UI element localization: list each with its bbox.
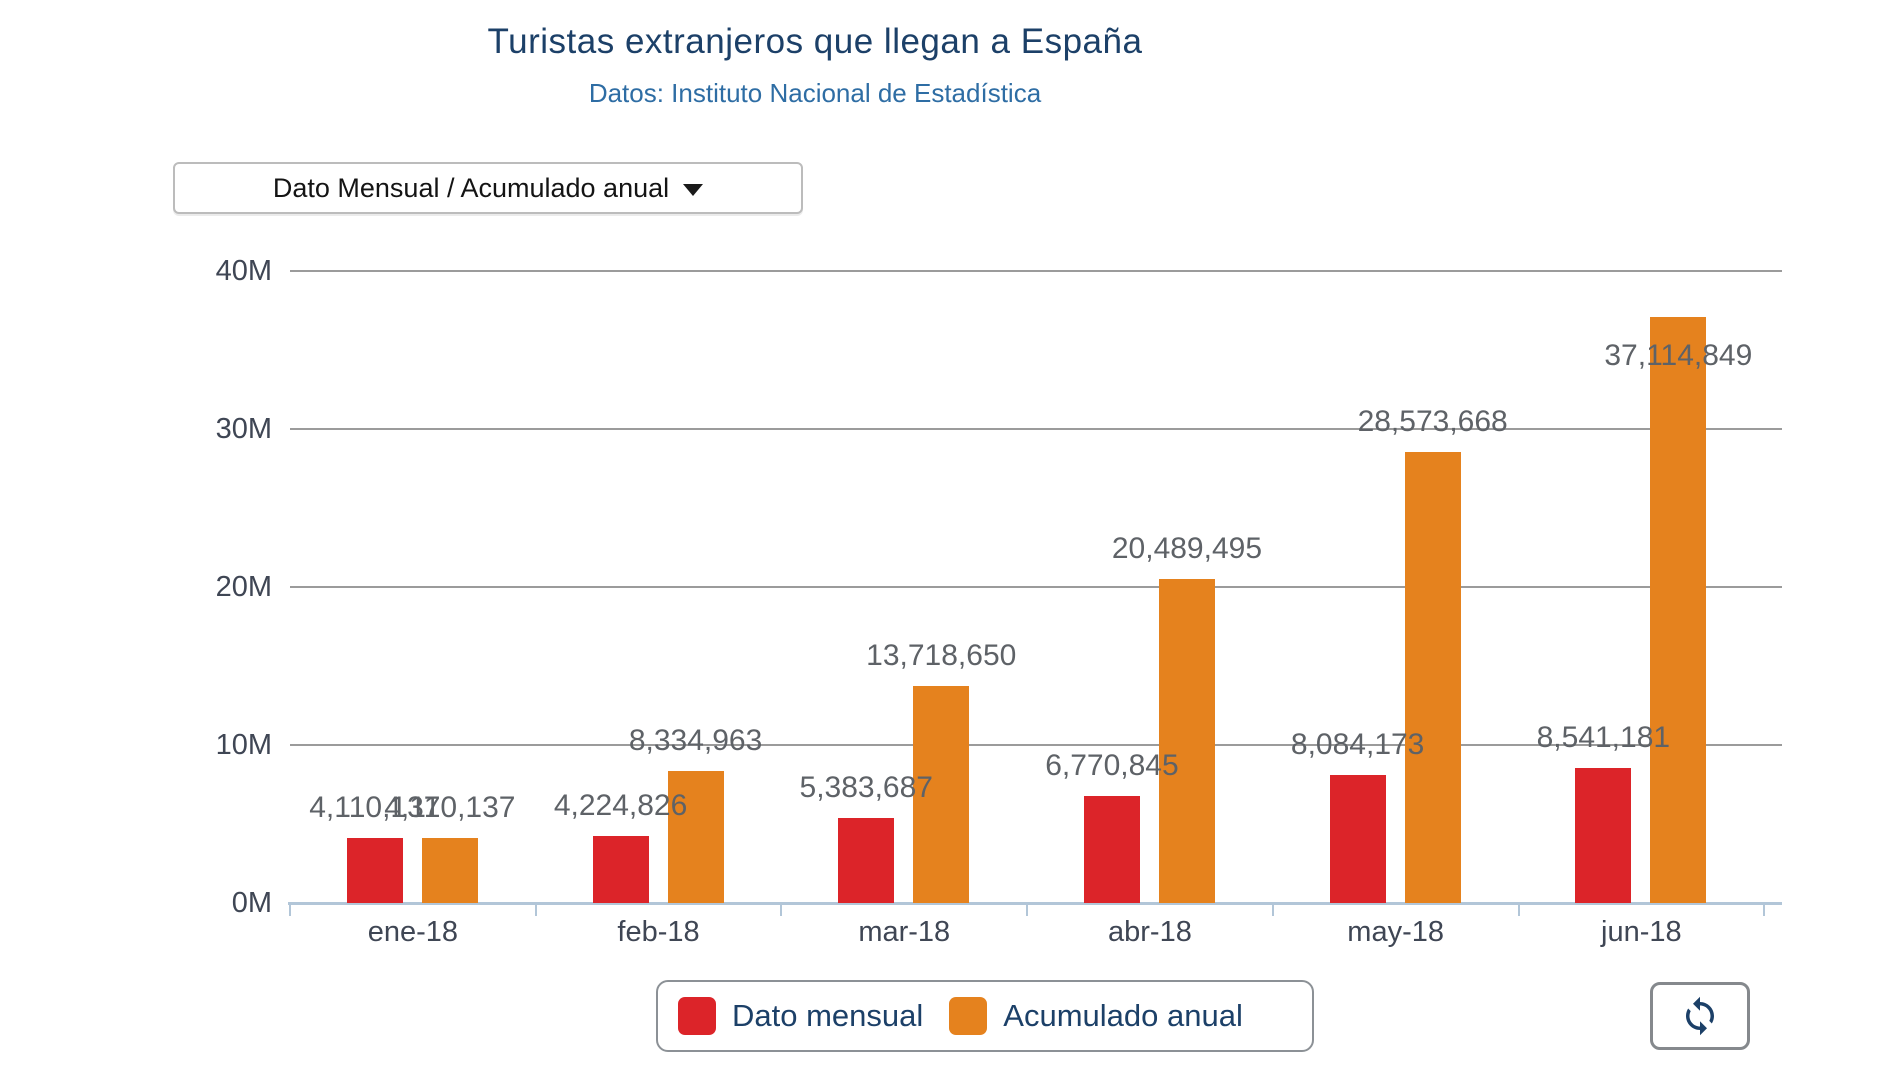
y-axis-label-40M: 40M (215, 255, 272, 287)
x-axis-label-mar-18: mar-18 (858, 916, 951, 948)
bar-mensual-jun-18[interactable] (1575, 768, 1632, 903)
legend-swatch-mensual (678, 997, 716, 1035)
bar-value-label-acumulado-ene-18: 4,110,137 (384, 791, 516, 825)
chart-subtitle: Datos: Instituto Nacional de Estadística (588, 78, 1042, 108)
x-axis-tick (1763, 903, 1766, 916)
bar-acumulado-feb-18[interactable] (667, 771, 724, 903)
y-axis-label-0M: 0M (231, 887, 272, 919)
chart-legend: Dato mensual Acumulado anual (656, 980, 1314, 1052)
bar-mensual-abr-18[interactable] (1083, 796, 1140, 903)
x-axis-tick (1517, 903, 1520, 916)
bar-value-label-acumulado-may-18: 28,573,668 (1357, 404, 1508, 438)
y-axis-label-10M: 10M (215, 729, 272, 761)
x-axis-tick (780, 903, 783, 916)
bar-value-label-mensual-may-18: 8,084,173 (1290, 728, 1425, 762)
bar-value-label-mensual-ene-18: 4,110,137 (309, 791, 441, 825)
refresh-button[interactable] (1650, 982, 1750, 1050)
legend-item-dato-mensual[interactable]: Dato mensual (678, 997, 923, 1035)
x-axis-label-feb-18: feb-18 (617, 916, 700, 948)
bar-value-label-mensual-mar-18: 5,383,687 (799, 770, 933, 804)
bar-mensual-feb-18[interactable] (592, 836, 649, 903)
legend-item-acumulado-anual[interactable]: Acumulado anual (949, 997, 1243, 1035)
bar-mensual-mar-18[interactable] (838, 817, 895, 903)
bar-acumulado-may-18[interactable] (1404, 451, 1461, 903)
bar-value-label-acumulado-feb-18: 8,334,963 (628, 724, 763, 758)
gridline-30M (290, 428, 1782, 430)
chart-header: Turistas extranjeros que llegan a España… (0, 0, 1630, 109)
x-axis-label-ene-18: ene-18 (367, 916, 458, 948)
x-axis-tick (1271, 903, 1274, 916)
x-axis-tick (289, 903, 291, 916)
gridline-20M (290, 586, 1782, 588)
bar-value-label-mensual-abr-18: 6,770,845 (1045, 749, 1179, 783)
bar-acumulado-jun-18[interactable] (1650, 316, 1707, 903)
refresh-icon (1686, 996, 1714, 1036)
view-mode-dropdown[interactable]: Dato Mensual / Acumulado anual (173, 162, 803, 214)
legend-label: Acumulado anual (1003, 998, 1243, 1033)
bar-mensual-may-18[interactable] (1329, 775, 1386, 903)
bar-acumulado-mar-18[interactable] (913, 686, 970, 903)
bar-mensual-ene-18[interactable] (346, 838, 403, 903)
bar-value-label-mensual-feb-18: 4,224,826 (553, 789, 688, 823)
bar-acumulado-abr-18[interactable] (1158, 579, 1215, 903)
x-axis-tick (534, 903, 537, 916)
x-axis-line (288, 902, 1782, 905)
legend-swatch-acumulado (949, 997, 988, 1035)
gridline-10M (290, 744, 1782, 746)
chevron-down-icon (683, 184, 704, 196)
view-mode-dropdown-label: Dato Mensual / Acumulado anual (272, 172, 670, 203)
x-axis-label-may-18: may-18 (1347, 916, 1444, 948)
x-axis-label-abr-18: abr-18 (1108, 916, 1192, 948)
bar-value-label-acumulado-abr-18: 20,489,495 (1111, 532, 1263, 566)
bar-acumulado-ene-18[interactable] (421, 838, 478, 903)
legend-label: Dato mensual (732, 998, 924, 1033)
bar-value-label-acumulado-mar-18: 13,718,650 (866, 639, 1017, 673)
y-axis-label-20M: 20M (215, 571, 272, 603)
x-axis-label-jun-18: jun-18 (1601, 916, 1682, 948)
gridline-40M (290, 270, 1782, 272)
bar-value-label-acumulado-jun-18: 37,114,849 (1604, 338, 1753, 372)
page-title: Turistas extranjeros que llegan a España (487, 22, 1143, 61)
x-axis-tick (1026, 903, 1029, 916)
bar-value-label-mensual-jun-18: 8,541,181 (1536, 721, 1671, 755)
y-axis-label-30M: 30M (215, 413, 272, 445)
